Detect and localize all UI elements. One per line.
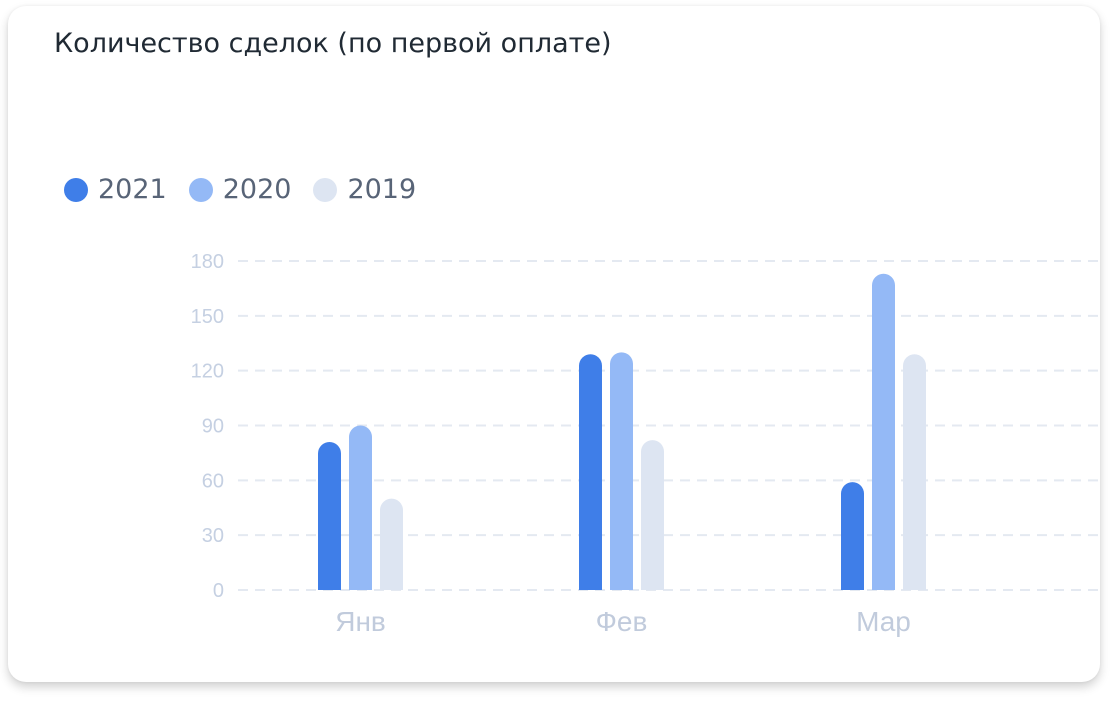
x-tick-label: Фев bbox=[596, 606, 648, 637]
chart-legend: 2021 2020 2019 bbox=[64, 174, 438, 205]
chart-title: Количество сделок (по первой оплате) bbox=[54, 28, 612, 59]
x-axis: Янв Фев Мар bbox=[335, 606, 911, 637]
chart-grid bbox=[238, 260, 1100, 591]
legend-label: 2019 bbox=[347, 174, 417, 205]
bar-2019-Мар bbox=[903, 354, 926, 590]
bar-2019-Фев bbox=[641, 440, 664, 590]
legend-dot-2019 bbox=[313, 177, 338, 202]
y-tick-label: 150 bbox=[191, 306, 224, 328]
legend-item-2019[interactable]: 2019 bbox=[313, 174, 416, 205]
y-tick-label: 30 bbox=[202, 525, 224, 547]
bar-2021-Янв bbox=[318, 441, 341, 590]
chart-bars bbox=[318, 273, 926, 590]
bar-2020-Янв bbox=[349, 425, 372, 590]
legend-dot-2021 bbox=[64, 177, 88, 202]
bar-2021-Фев bbox=[579, 354, 602, 590]
bar-2021-Мар bbox=[841, 482, 864, 590]
y-axis: 0 30 60 90 120 150 180 bbox=[191, 251, 224, 602]
x-tick-label: Янв bbox=[335, 606, 386, 637]
y-tick-label: 120 bbox=[191, 361, 224, 383]
bar-2019-Янв bbox=[380, 498, 403, 590]
chart-card: Количество сделок (по первой оплате) 202… bbox=[8, 6, 1100, 682]
legend-label: 2020 bbox=[222, 174, 292, 205]
legend-dot-2020 bbox=[188, 177, 213, 202]
legend-item-2021[interactable]: 2021 bbox=[64, 174, 167, 205]
y-tick-label: 180 bbox=[191, 251, 224, 273]
bar-2020-Мар bbox=[872, 273, 895, 590]
y-tick-label: 90 bbox=[202, 416, 224, 438]
legend-item-2020[interactable]: 2020 bbox=[188, 174, 292, 205]
y-tick-label: 0 bbox=[213, 580, 224, 602]
y-tick-label: 60 bbox=[202, 470, 224, 492]
bar-2020-Фев bbox=[610, 352, 633, 590]
x-tick-label: Мар bbox=[856, 606, 911, 637]
bar-chart: 0 30 60 90 120 150 180 Янв Фев Мар bbox=[191, 251, 1100, 637]
legend-label: 2021 bbox=[98, 174, 167, 205]
